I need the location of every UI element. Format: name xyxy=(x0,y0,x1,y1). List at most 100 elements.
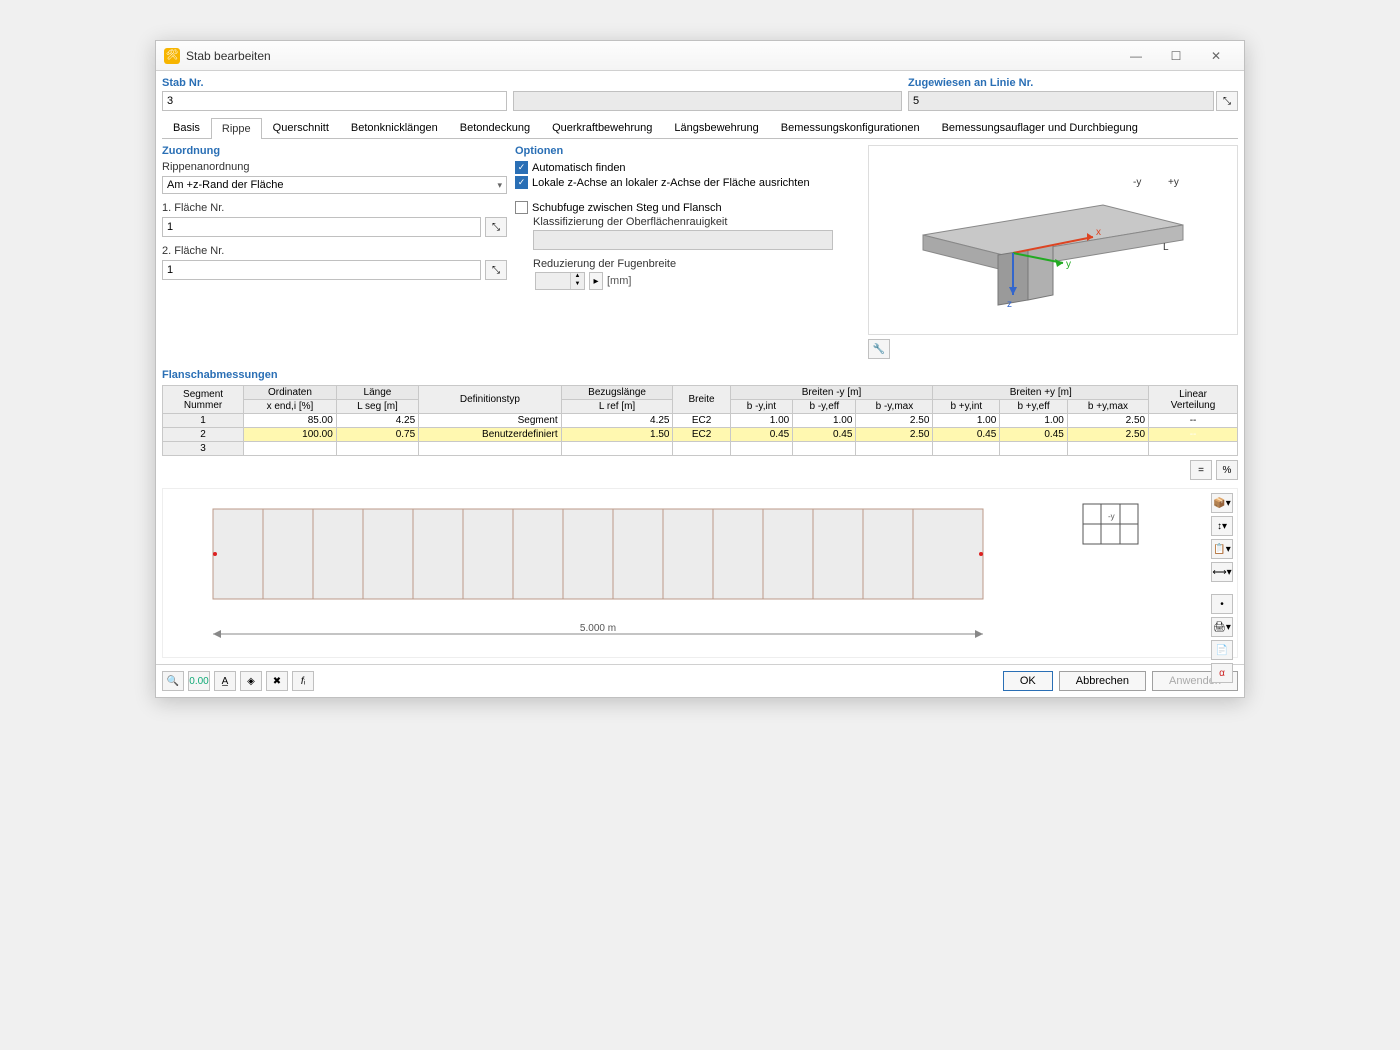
tab-5[interactable]: Querkraftbewehrung xyxy=(541,117,663,138)
pick-line-button[interactable]: ⤡ xyxy=(1216,91,1238,111)
zuordnung-title: Zuordnung xyxy=(162,145,507,157)
tab-6[interactable]: Längsbewehrung xyxy=(663,117,769,138)
th-ord-g: Ordinaten xyxy=(244,386,337,400)
checkbox-off-icon xyxy=(515,201,528,214)
checkbox-on-icon: ✓ xyxy=(515,161,528,174)
cell: 1.00 xyxy=(793,414,856,428)
cell xyxy=(1067,442,1148,456)
foot-btn-6[interactable]: fᵢ xyxy=(292,671,314,691)
f1-pick-button[interactable]: ⤡ xyxy=(485,217,507,237)
tab-2[interactable]: Querschnitt xyxy=(262,117,340,138)
klass-label: Klassifizierung der Oberflächenrauigkeit xyxy=(533,216,860,228)
cell: 85.00 xyxy=(244,414,337,428)
foot-btn-4[interactable]: ◈ xyxy=(240,671,262,691)
titlebar: 🛠 Stab bearbeiten — ☐ ✕ xyxy=(156,41,1244,71)
table-row[interactable]: 2100.000.75Benutzerdefiniert1.50EC20.450… xyxy=(163,428,1238,442)
tab-0[interactable]: Basis xyxy=(162,117,211,138)
foot-btn-3[interactable]: A̲ xyxy=(214,671,236,691)
cell: 4.25 xyxy=(561,414,673,428)
svg-text:-y: -y xyxy=(1108,512,1115,521)
cell: 0.75 xyxy=(336,428,418,442)
cell: -- xyxy=(1149,414,1238,428)
cell xyxy=(933,442,1000,456)
chk-auto[interactable]: ✓Automatisch finden xyxy=(515,161,860,174)
tab-4[interactable]: Betondeckung xyxy=(449,117,541,138)
table-eq-button[interactable]: = xyxy=(1190,460,1212,480)
cell: 1.00 xyxy=(1000,414,1068,428)
geom-icon-4[interactable]: ⟷▾ xyxy=(1211,562,1233,582)
cell: 0.45 xyxy=(933,428,1000,442)
th-lin: LinearVerteilung xyxy=(1149,386,1238,414)
ok-button[interactable]: OK xyxy=(1003,671,1053,691)
geom-icon-1[interactable]: 📦▾ xyxy=(1211,493,1233,513)
geom-icon-7[interactable]: 📄 xyxy=(1211,640,1233,660)
foot-btn-5[interactable]: ✖ xyxy=(266,671,288,691)
flansch-table[interactable]: SegmentNummer Ordinaten Länge Definition… xyxy=(162,385,1238,456)
tab-1[interactable]: Rippe xyxy=(211,118,262,139)
geom-icon-2[interactable]: ↕▾ xyxy=(1211,516,1233,536)
minimize-button[interactable]: — xyxy=(1116,42,1156,70)
app-icon: 🛠 xyxy=(164,48,180,64)
svg-text:z: z xyxy=(1007,299,1012,310)
line-nr-input[interactable] xyxy=(908,91,1214,111)
tab-7[interactable]: Bemessungskonfigurationen xyxy=(770,117,931,138)
tab-3[interactable]: Betonknicklängen xyxy=(340,117,449,138)
table-row[interactable]: 185.004.25Segment4.25EC21.001.002.501.00… xyxy=(163,414,1238,428)
cell xyxy=(419,442,562,456)
cell: 0.45 xyxy=(1000,428,1068,442)
cancel-button[interactable]: Abbrechen xyxy=(1059,671,1146,691)
svg-text:y: y xyxy=(1066,259,1071,270)
cell: Benutzerdefiniert xyxy=(419,428,562,442)
geometry-preview: 5.000 m -y 📦▾ ↕▾ 📋▾ ⟷▾ • 🖨▾ 📄 α xyxy=(162,488,1238,658)
line-label: Zugewiesen an Linie Nr. xyxy=(908,77,1238,89)
svg-text:-y: -y xyxy=(1133,177,1141,188)
th-ref-g: Bezugslänge xyxy=(561,386,673,400)
checkbox-on-icon: ✓ xyxy=(515,176,528,189)
redu-spinner: ▲▼ xyxy=(535,272,585,290)
redu-arrow-button: ▸ xyxy=(589,272,603,290)
th-br: Breite xyxy=(673,386,730,414)
cell xyxy=(1000,442,1068,456)
preview-3d: x y z -y +y L xyxy=(868,145,1238,335)
svg-text:+y: +y xyxy=(1168,177,1179,188)
cell: EC2 xyxy=(673,414,730,428)
cell xyxy=(561,442,673,456)
cell: Segment xyxy=(419,414,562,428)
f1-label: 1. Fläche Nr. xyxy=(162,202,507,214)
cell: 2.50 xyxy=(856,414,933,428)
geom-icon-3[interactable]: 📋▾ xyxy=(1211,539,1233,559)
units-button[interactable]: 0.00 xyxy=(188,671,210,691)
cell: 0.45 xyxy=(730,428,793,442)
rippen-dropdown[interactable]: Am +z-Rand der Fläche ▾ xyxy=(162,176,507,194)
f1-input[interactable] xyxy=(162,217,481,237)
f2-input[interactable] xyxy=(162,260,481,280)
cell: 3 xyxy=(163,442,244,456)
cell: 2.50 xyxy=(1067,428,1148,442)
table-pct-button[interactable]: % xyxy=(1216,460,1238,480)
cell: 100.00 xyxy=(244,428,337,442)
window-title: Stab bearbeiten xyxy=(186,49,1116,63)
preview-tool-button[interactable]: 🔧 xyxy=(868,339,890,359)
cell: 4.25 xyxy=(336,414,418,428)
stab-nr-input[interactable] xyxy=(162,91,507,111)
th-bym2: b -y,max xyxy=(856,400,933,414)
cell xyxy=(244,442,337,456)
cell xyxy=(673,442,730,456)
geom-icon-5[interactable]: • xyxy=(1211,594,1233,614)
geom-icon-8[interactable]: α xyxy=(1211,663,1233,683)
geom-icon-6[interactable]: 🖨▾ xyxy=(1211,617,1233,637)
th-ref: L ref [m] xyxy=(561,400,673,414)
cell: 2.50 xyxy=(1067,414,1148,428)
cell: 1.00 xyxy=(730,414,793,428)
maximize-button[interactable]: ☐ xyxy=(1156,42,1196,70)
cell xyxy=(793,442,856,456)
chk-zaxis[interactable]: ✓Lokale z-Achse an lokaler z-Achse der F… xyxy=(515,176,860,189)
tab-8[interactable]: Bemessungsauflager und Durchbiegung xyxy=(931,117,1149,138)
f2-pick-button[interactable]: ⤡ xyxy=(485,260,507,280)
help-button[interactable]: 🔍 xyxy=(162,671,184,691)
chk-schub[interactable]: Schubfuge zwischen Steg und Flansch xyxy=(515,201,860,214)
close-button[interactable]: ✕ xyxy=(1196,42,1236,70)
dialog-window: 🛠 Stab bearbeiten — ☐ ✕ Stab Nr. Zugewie… xyxy=(155,40,1245,698)
th-ord: x end,i [%] xyxy=(244,400,337,414)
table-row[interactable]: 3 xyxy=(163,442,1238,456)
